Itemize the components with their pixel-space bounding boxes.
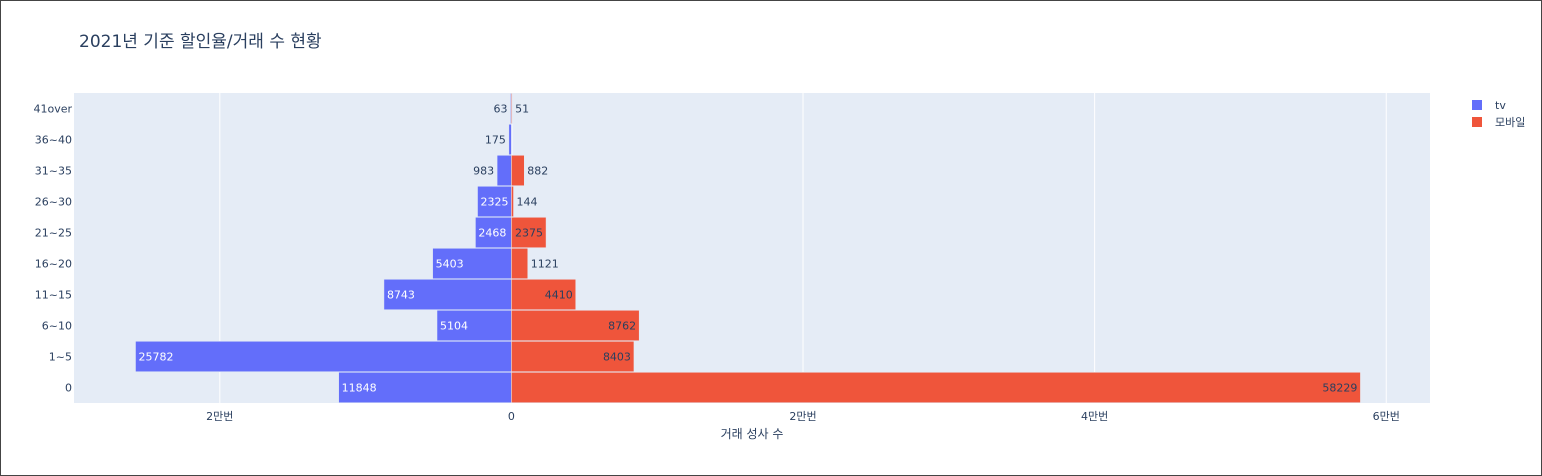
x-tick-label: 2만번 [206,410,233,423]
y-tick-label: 41over [33,103,72,116]
legend-item-tv[interactable]: tv [1472,99,1506,112]
y-tick-label: 31~35 [35,165,72,178]
legend[interactable]: tv 모바일 [1472,99,1525,129]
y-axis-ticks: 0 1~5 6~10 11~15 16~20 21~25 26~30 31~35 36~40 41… [33,103,72,395]
bar-label: 2375 [515,227,543,240]
x-tick-label: 0 [508,410,515,423]
legend-swatch [1472,100,1482,110]
y-tick-label: 1~5 [49,351,72,364]
bar-label: 63 [494,103,508,116]
bar-mobile [511,248,529,279]
bar-label: 144 [517,196,538,209]
y-tick-label: 6~10 [42,320,72,333]
bar-label: 5104 [440,320,468,333]
bar-tv [436,310,512,341]
y-tick-label: 36~40 [35,134,72,147]
bar-tv [477,186,512,217]
bar-label: 8403 [603,351,631,364]
bar-mobile [511,93,513,124]
y-tick-label: 26~30 [35,196,72,209]
bar-label: 983 [473,165,494,178]
bar-labels-layer: 11848 25782 5104 8743 5403 2468 2325 983 175 63 58… [139,103,1358,395]
y-tick-label: 16~20 [35,258,72,271]
legend-item-mobile[interactable]: 모바일 [1472,115,1525,129]
y-tick-label: 0 [65,382,72,395]
bar-tv [135,341,512,372]
bar-label: 2468 [478,227,506,240]
bar-label: 1121 [531,258,559,271]
legend-label: 모바일 [1495,115,1525,129]
bar-mobile [511,279,576,310]
y-tick-label: 21~25 [35,227,72,240]
bar-label: 25782 [139,351,174,364]
bar-mobile [511,186,514,217]
x-tick-label: 4만번 [1081,410,1108,423]
bar-mobile [511,341,635,372]
legend-swatch [1472,117,1482,127]
bar-label: 882 [527,165,548,178]
bar-label: 11848 [342,382,377,395]
bar-mobile [511,310,640,341]
bar-mobile [511,155,525,186]
x-tick-label: 2만번 [789,410,816,423]
bar-label: 8762 [608,320,636,333]
bar-label: 5403 [436,258,464,271]
chart-title: 2021년 기준 할인율/거래 수 현황 [79,32,322,52]
x-axis-ticks: 2만번 0 2만번 4만번 6만번 [206,410,1400,423]
bar-tv [475,217,512,248]
bar-tv [508,124,512,155]
bar-mobile [511,217,547,248]
bar-label: 8743 [387,289,415,302]
bar-label: 51 [515,103,529,116]
x-axis-title: 거래 성사 수 [721,427,784,441]
bar-label: 4410 [545,289,573,302]
bars-layer [135,93,1361,403]
bar-label: 2325 [481,196,509,209]
bar-tv [338,372,512,403]
bar-label: 175 [485,134,506,147]
bar-tv [496,155,512,186]
bar-mobile [511,372,1361,403]
x-tick-label: 6만번 [1373,410,1400,423]
y-tick-label: 11~15 [35,289,72,302]
legend-label: tv [1495,99,1506,112]
bar-label: 58229 [1322,382,1357,395]
